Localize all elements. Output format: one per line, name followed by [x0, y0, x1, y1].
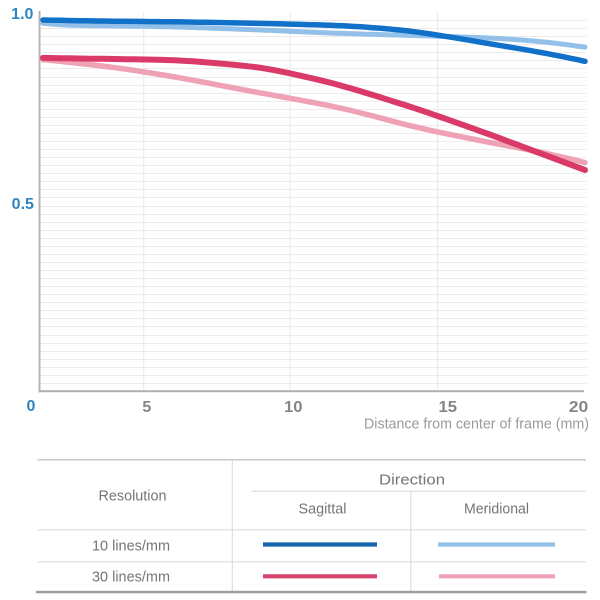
- svg-text:5: 5: [142, 399, 151, 416]
- svg-text:10: 10: [284, 399, 303, 416]
- svg-text:Distance from center of frame: Distance from center of frame (mm): [364, 416, 589, 433]
- svg-text:Meridional: Meridional: [464, 500, 529, 517]
- svg-text:0.5: 0.5: [12, 196, 34, 213]
- svg-text:20: 20: [569, 399, 589, 416]
- svg-text:10 lines/mm: 10 lines/mm: [92, 537, 170, 554]
- svg-text:0: 0: [27, 398, 36, 415]
- svg-text:15: 15: [439, 399, 458, 416]
- svg-text:1.0: 1.0: [11, 6, 33, 23]
- svg-text:Direction: Direction: [379, 472, 445, 489]
- svg-text:Sagittal: Sagittal: [299, 500, 347, 517]
- svg-text:30 lines/mm: 30 lines/mm: [92, 568, 170, 585]
- svg-text:Resolution: Resolution: [99, 488, 167, 505]
